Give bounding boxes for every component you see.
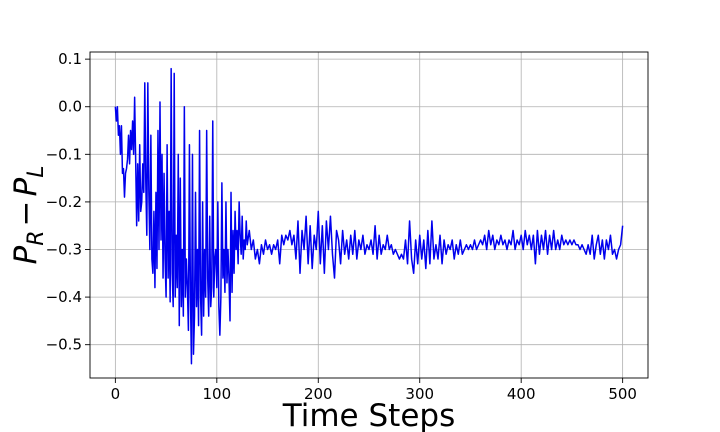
y-label-operator: − (8, 200, 44, 226)
x-axis-label: Time Steps (282, 398, 455, 432)
x-tick-label-5: 500 (608, 385, 637, 403)
y-axis-label: PR−PL (8, 166, 49, 265)
y-tick-label-2: −0.1 (46, 145, 82, 163)
series-line-0 (114, 67, 624, 365)
x-tick-label-2: 200 (304, 385, 333, 403)
axis-ticks: 0 100 200 300 400 500 0.1 0.0 −0.1 −0.2 −0.3 −0.4 −0… (46, 50, 637, 403)
y-label-sub-1: R (24, 230, 49, 245)
y-tick-label-6: −0.5 (46, 336, 82, 354)
y-tick-label-3: −0.2 (46, 193, 82, 211)
y-label-sub-2: L (24, 166, 49, 178)
y-label-base-2: P (8, 177, 44, 196)
x-tick-label-0: 0 (111, 385, 121, 403)
y-tick-label-1: 0.0 (58, 98, 82, 116)
plot-area-frame (89, 51, 649, 379)
y-tick-label-0: 0.1 (58, 50, 82, 68)
x-tick-label-3: 300 (405, 385, 434, 403)
x-tick-label-4: 400 (507, 385, 536, 403)
y-tick-label-4: −0.3 (46, 241, 82, 259)
y-label-base-1: P (8, 245, 44, 264)
x-tick-label-1: 100 (202, 385, 231, 403)
series-layer (114, 67, 624, 365)
y-tick-label-5: −0.4 (46, 288, 82, 306)
